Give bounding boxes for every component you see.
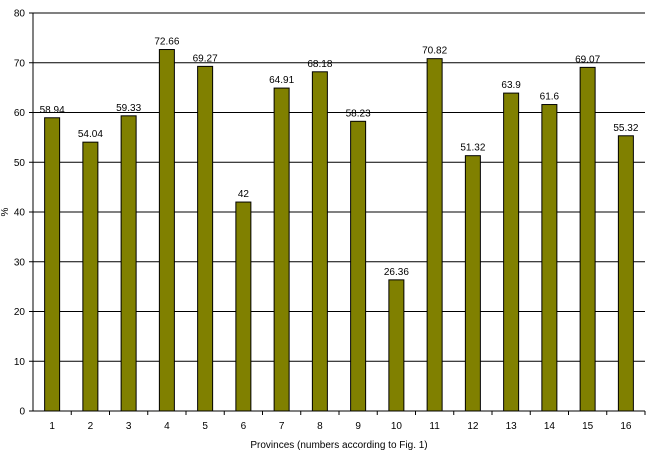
y-tick-label: 10 (14, 357, 26, 368)
data-label: 64.91 (269, 75, 294, 86)
bar (311, 71, 328, 412)
y-axis-label: % (0, 207, 11, 216)
bar (273, 87, 290, 412)
x-tick-label: 10 (391, 421, 403, 432)
data-label: 70.82 (422, 46, 447, 57)
x-tick-label: 7 (279, 421, 285, 432)
data-label: 26.36 (384, 267, 409, 278)
x-tick-label: 15 (582, 421, 594, 432)
data-label: 63.9 (501, 80, 521, 91)
bar (197, 65, 214, 412)
y-tick-label: 50 (14, 158, 26, 169)
data-label: 69.27 (193, 53, 218, 64)
data-label: 54.04 (78, 129, 103, 140)
y-tick-label: 0 (19, 407, 25, 418)
x-tick-label: 13 (506, 421, 518, 432)
y-tick-label: 60 (14, 108, 26, 119)
bar (120, 115, 137, 412)
bar (503, 92, 520, 412)
y-tick-label: 30 (14, 257, 26, 268)
x-tick-label: 9 (355, 421, 361, 432)
x-axis-label: Provinces (numbers according to Fig. 1) (250, 440, 427, 451)
x-tick-label: 16 (620, 421, 632, 432)
y-tick-label: 70 (14, 58, 26, 69)
bar (235, 201, 252, 412)
bar (82, 141, 99, 412)
bar (388, 279, 405, 412)
x-tick-label: 4 (164, 421, 170, 432)
x-tick-label: 6 (241, 421, 247, 432)
x-tick-label: 8 (317, 421, 323, 432)
x-tick-label: 2 (88, 421, 94, 432)
x-tick-label: 12 (467, 421, 479, 432)
data-labels: 58.94 54.04 59.33 72.66 69.27 42 64.91 68.18 58.… (40, 37, 639, 278)
bar (617, 135, 634, 412)
y-tick-label: 80 (14, 9, 26, 20)
x-tick-label: 5 (202, 421, 208, 432)
bar (464, 155, 481, 412)
data-label: 51.32 (460, 143, 485, 154)
y-tick-label: 20 (14, 307, 26, 318)
data-label: 61.6 (540, 92, 560, 103)
bar (350, 120, 367, 412)
x-tick-label: 3 (126, 421, 132, 432)
bar (426, 58, 443, 412)
data-label: 58.23 (346, 108, 371, 119)
bar (541, 104, 558, 412)
x-tick-label: 14 (544, 421, 556, 432)
y-tick-label: 40 (14, 208, 26, 219)
data-label: 42 (238, 189, 250, 200)
data-label: 72.66 (154, 37, 179, 48)
bar (44, 117, 61, 412)
data-label: 68.18 (307, 59, 332, 70)
y-ticks: 0 10 20 30 40 50 60 70 80 (14, 9, 33, 418)
x-tick-label: 1 (49, 421, 55, 432)
bar (158, 49, 175, 412)
data-label: 69.07 (575, 54, 600, 65)
data-label: 55.32 (613, 123, 638, 134)
bar (579, 66, 596, 412)
data-label: 58.94 (40, 105, 65, 116)
x-ticks: 1 2 3 4 5 6 7 8 9 10 11 12 13 14 15 16 (49, 411, 646, 432)
x-tick-label: 11 (429, 421, 440, 432)
data-label: 59.33 (116, 103, 141, 114)
